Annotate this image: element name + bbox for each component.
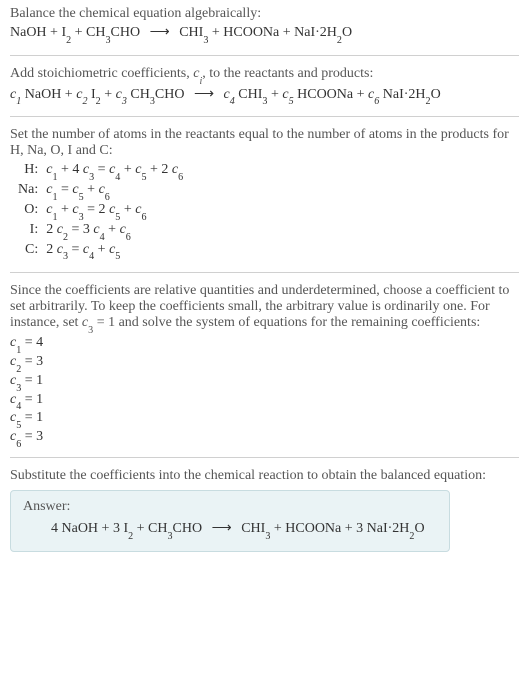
table-row: I:2 c2 = 3 c4 + c6 — [16, 221, 189, 241]
stoich-prompt-p1: Add stoichiometric coefficients, — [10, 66, 193, 81]
atom-label: C: — [16, 241, 44, 261]
c5: c5 — [282, 87, 293, 102]
unbalanced-lhs: NaOH + I2 + CH3CHO — [10, 25, 140, 40]
unbalanced-equation: NaOH + I2 + CH3CHO ⟶ CHI3 + HCOONa + NaI… — [10, 24, 519, 43]
c4: c4 — [224, 87, 235, 102]
atom-eq: 2 c2 = 3 c4 + c6 — [44, 221, 189, 241]
page-container: Balance the chemical equation algebraica… — [0, 0, 529, 566]
stoich-prompt-p2: , to the reactants and products: — [202, 66, 373, 81]
result-section: Substitute the coefficients into the che… — [10, 468, 519, 552]
atom-eq: c1 + 4 c3 = c4 + c5 + 2 c6 — [44, 161, 189, 181]
divider — [10, 457, 519, 458]
solve-prompt: Since the coefficients are relative quan… — [10, 283, 519, 333]
atom-label: H: — [16, 161, 44, 181]
atom-eq: c1 + c3 = 2 c5 + c6 — [44, 201, 189, 221]
title-text: Balance the chemical equation algebraica… — [10, 6, 519, 22]
stoich-prompt: Add stoichiometric coefficients, ci, to … — [10, 66, 519, 84]
unbalanced-rhs: CHI3 + HCOONa + NaI·2H2O — [179, 25, 352, 40]
atom-eq: c1 = c5 + c6 — [44, 181, 189, 201]
divider — [10, 272, 519, 273]
arrow-icon: ⟶ — [188, 87, 220, 102]
arrow-icon: ⟶ — [144, 25, 176, 40]
stoich-equation: c1 NaOH + c2 I2 + c3 CH3CHO ⟶ c4 CHI3 + … — [10, 86, 519, 105]
c3: c3 — [116, 87, 127, 102]
atom-label: Na: — [16, 181, 44, 201]
answer-equation: 4 NaOH + 3 I2 + CH3CHO ⟶ CHI3 + HCOONa +… — [23, 520, 437, 539]
atom-prompt: Set the number of atoms in the reactants… — [10, 127, 519, 159]
arrow-icon: ⟶ — [206, 521, 238, 536]
stoich-section: Add stoichiometric coefficients, ci, to … — [10, 66, 519, 105]
substitute-prompt: Substitute the coefficients into the che… — [10, 468, 519, 484]
c1: c1 — [10, 87, 21, 102]
list-item: c3 = 1 — [10, 373, 519, 391]
c6: c6 — [368, 87, 379, 102]
atom-table: H:c1 + 4 c3 = c4 + c5 + 2 c6 Na:c1 = c5 … — [16, 161, 189, 260]
list-item: c6 = 3 — [10, 429, 519, 447]
table-row: O:c1 + c3 = 2 c5 + c6 — [16, 201, 189, 221]
atom-eq: 2 c3 = c4 + c5 — [44, 241, 189, 261]
list-item: c1 = 4 — [10, 335, 519, 353]
table-row: H:c1 + 4 c3 = c4 + c5 + 2 c6 — [16, 161, 189, 181]
table-row: C:2 c3 = c4 + c5 — [16, 241, 189, 261]
ci-symbol: ci — [193, 66, 202, 81]
answer-box: Answer: 4 NaOH + 3 I2 + CH3CHO ⟶ CHI3 + … — [10, 490, 450, 552]
list-item: c5 = 1 — [10, 410, 519, 428]
answer-label: Answer: — [23, 499, 437, 515]
atom-label: O: — [16, 201, 44, 221]
list-item: c2 = 3 — [10, 354, 519, 372]
table-row: Na:c1 = c5 + c6 — [16, 181, 189, 201]
list-item: c4 = 1 — [10, 392, 519, 410]
solve-section: Since the coefficients are relative quan… — [10, 283, 519, 447]
divider — [10, 55, 519, 56]
c2: c2 — [76, 87, 87, 102]
atom-section: Set the number of atoms in the reactants… — [10, 127, 519, 260]
atom-label: I: — [16, 221, 44, 241]
divider — [10, 116, 519, 117]
title-section: Balance the chemical equation algebraica… — [10, 6, 519, 43]
coef-list: c1 = 4 c2 = 3 c3 = 1 c4 = 1 c5 = 1 c6 = … — [10, 335, 519, 447]
